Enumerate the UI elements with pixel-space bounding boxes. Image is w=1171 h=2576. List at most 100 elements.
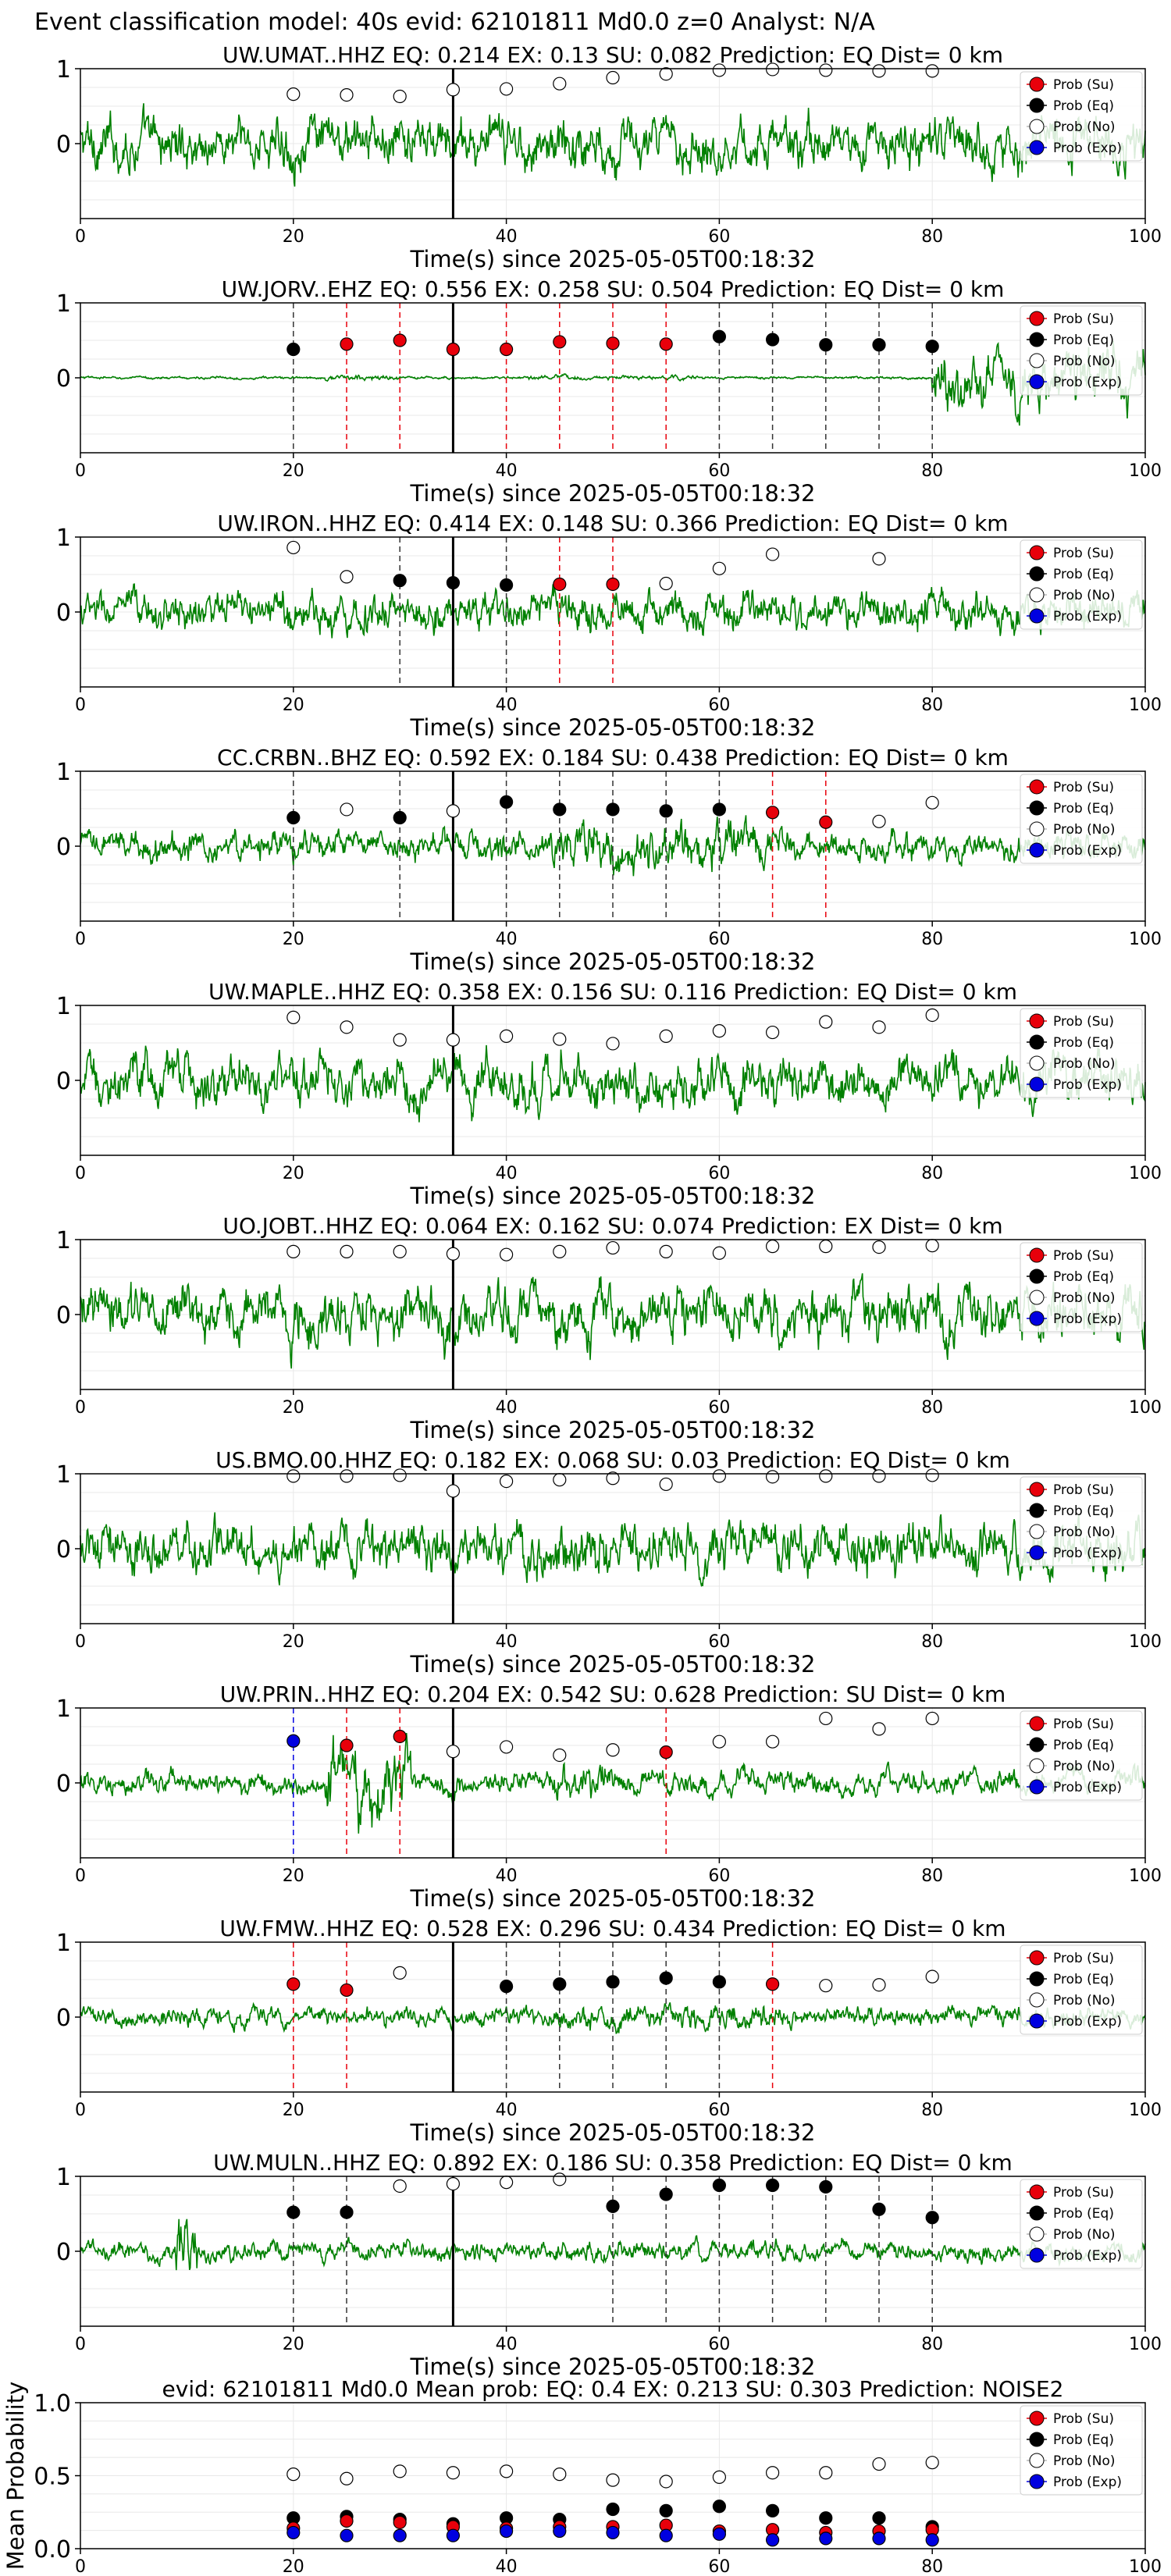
- x-tick-label: 60: [708, 2101, 730, 2120]
- legend-marker-no: [1029, 353, 1045, 368]
- panel-title: UW.MULN..HHZ EQ: 0.892 EX: 0.186 SU: 0.3…: [213, 2150, 1013, 2176]
- prob-marker-no: [659, 576, 673, 591]
- x-tick-label: 80: [921, 1164, 943, 1183]
- waveform-trace: [80, 2218, 1146, 2271]
- legend-marker-eq: [1029, 98, 1045, 113]
- legend-label: Prob (No): [1053, 588, 1116, 603]
- x-tick-label: 100: [1129, 1398, 1162, 1418]
- x-tick-label: 100: [1129, 2335, 1162, 2354]
- x-tick-label: 60: [708, 1866, 730, 1886]
- y-tick-label: 0: [56, 365, 71, 393]
- legend-marker-eq: [1029, 2432, 1045, 2447]
- legend-label: Prob (Su): [1053, 2411, 1114, 2427]
- prob-marker-no: [553, 2172, 567, 2186]
- axes-frame: [80, 536, 1146, 688]
- prob-marker-eq: [287, 2205, 301, 2219]
- x-axis-label: Time(s) since 2025-05-05T00:18:32: [410, 480, 816, 507]
- legend-box: [1020, 2405, 1143, 2496]
- legend-marker-exp: [1029, 2474, 1045, 2489]
- prob-marker-no: [872, 814, 886, 828]
- x-tick-label: 80: [921, 1632, 943, 1652]
- y-tick-label: 1: [56, 1461, 71, 1489]
- y-axis-label: Mean Probability: [2, 2382, 29, 2571]
- x-tick-label: 60: [708, 1398, 730, 1418]
- prob-marker-no: [765, 1025, 780, 1040]
- x-tick-label: 20: [283, 2557, 304, 2576]
- figure-title: Event classification model: 40s evid: 62…: [34, 9, 875, 36]
- x-axis-label: Time(s) since 2025-05-05T00:18:32: [410, 246, 816, 272]
- x-axis-label: Time(s) since 2025-05-05T00:18:32: [410, 714, 816, 741]
- legend-marker-su: [1029, 1013, 1045, 1029]
- panel-title: UW.UMAT..HHZ EQ: 0.214 EX: 0.13 SU: 0.08…: [222, 42, 1003, 68]
- prob-marker-no: [872, 1722, 886, 1736]
- x-tick-label: 40: [496, 1632, 518, 1652]
- legend-label: Prob (Eq): [1053, 1269, 1114, 1285]
- prob-marker-no: [287, 1244, 301, 1258]
- x-tick-label: 0: [75, 227, 86, 247]
- legend-marker-no: [1029, 1055, 1045, 1071]
- y-tick-label: 0: [56, 1770, 71, 1798]
- prob-marker-no: [446, 1247, 461, 1261]
- prob-marker-eq: [659, 804, 673, 818]
- legend-label: Prob (Eq): [1053, 2432, 1114, 2448]
- x-tick-label: 20: [283, 1866, 304, 1886]
- station-panel-4: 0 20 40 60 80 100 1 0 CC.CRBN..BHZ EQ: 0.592 EX:…: [56, 745, 1162, 975]
- mean-marker-su: [393, 2515, 407, 2529]
- mean-marker-no: [446, 2466, 461, 2480]
- mean-marker-exp: [446, 2528, 461, 2542]
- x-tick-label: 100: [1129, 1632, 1162, 1652]
- x-tick-label: 100: [1129, 1866, 1162, 1886]
- x-tick-label: 60: [708, 227, 730, 247]
- y-tick-label: 0.5: [34, 2464, 71, 2491]
- y-tick-label: 1: [56, 759, 71, 786]
- legend-label: Prob (No): [1053, 2227, 1116, 2243]
- y-tick-label: 0: [56, 2005, 71, 2032]
- mean-marker-exp: [606, 2525, 620, 2540]
- prob-marker-no: [553, 1244, 567, 1258]
- prob-marker-su: [499, 342, 514, 357]
- x-tick-label: 100: [1129, 930, 1162, 949]
- legend-marker-eq: [1029, 2205, 1045, 2221]
- prob-marker-eq: [553, 1977, 567, 1991]
- station-panel-7: 0 20 40 60 80 100 1 0 US.BMO.00.HHZ EQ: 0.182 EX…: [56, 1447, 1162, 1678]
- prob-marker-su: [765, 806, 780, 820]
- mean-marker-eq: [712, 2500, 727, 2514]
- prob-marker-no: [340, 570, 354, 584]
- legend-marker-no: [1029, 2453, 1045, 2468]
- prob-marker-su: [340, 1738, 354, 1752]
- legend-marker-su: [1029, 1482, 1045, 1497]
- legend-label: Prob (No): [1053, 1759, 1116, 1774]
- prob-marker-eq: [765, 2178, 780, 2193]
- axes-frame: [80, 302, 1146, 454]
- legend-box: [1020, 1242, 1143, 1332]
- prob-marker-no: [872, 1978, 886, 1992]
- y-tick-label: 0: [56, 2239, 71, 2266]
- prob-marker-no: [872, 1020, 886, 1034]
- x-tick-label: 80: [921, 2101, 943, 2120]
- station-panel-2: 0 20 40 60 80 100 1 0 UW.JORV..EHZ EQ: 0.556 EX:…: [56, 276, 1162, 507]
- legend-label: Prob (Su): [1053, 1717, 1114, 1732]
- legend-label: Prob (Exp): [1053, 2014, 1122, 2030]
- legend-marker-no: [1029, 1758, 1045, 1774]
- prob-marker-eq: [765, 333, 780, 347]
- x-tick-label: 60: [708, 1164, 730, 1183]
- prob-marker-eq: [925, 2211, 939, 2225]
- prob-marker-no: [553, 1032, 567, 1046]
- legend-marker-eq: [1029, 566, 1045, 582]
- x-tick-label: 40: [496, 2101, 518, 2120]
- legend-marker-exp: [1029, 374, 1045, 390]
- prob-marker-su: [340, 1983, 354, 1998]
- x-tick-label: 60: [708, 2557, 730, 2576]
- prob-marker-eq: [553, 802, 567, 817]
- mean-marker-exp: [712, 2527, 727, 2541]
- x-tick-label: 0: [75, 2335, 86, 2354]
- legend-marker-su: [1029, 2184, 1045, 2200]
- prob-marker-eq: [499, 795, 514, 809]
- legend-label: Prob (No): [1053, 822, 1116, 838]
- mean-marker-exp: [819, 2532, 833, 2546]
- legend-marker-no: [1029, 1992, 1045, 2008]
- legend-label: Prob (Eq): [1053, 1972, 1114, 1987]
- prob-marker-no: [925, 64, 939, 78]
- prob-marker-eq: [872, 338, 886, 352]
- x-tick-label: 80: [921, 461, 943, 481]
